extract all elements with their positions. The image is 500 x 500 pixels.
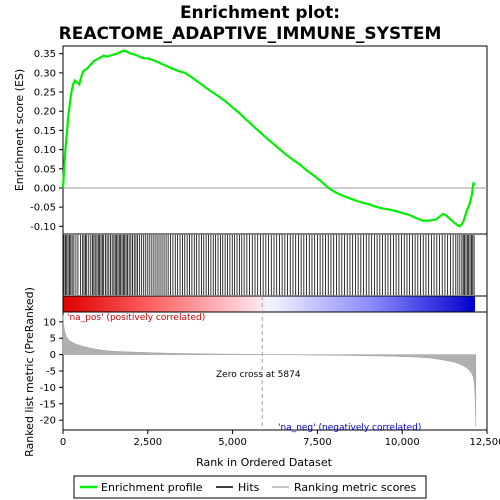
metric-panel: 10 5 0 -5 -10 -15 -20 'na_pos' (positively cor… xyxy=(40,296,488,433)
x-tick-label: 7,500 xyxy=(303,437,332,448)
metric-area xyxy=(62,315,477,427)
es-y-tick-label: 0.35 xyxy=(34,49,56,60)
metric-y-tick-label: -15 xyxy=(40,399,56,410)
chart-title-line1: Enrichment plot: xyxy=(180,3,340,23)
x-axis-label: Rank in Ordered Dataset xyxy=(196,456,333,469)
rank-color-bar xyxy=(63,296,475,312)
legend-label-hits: Hits xyxy=(238,481,260,494)
metric-y-tick-label: 10 xyxy=(43,317,56,328)
x-axis: 0 2,500 5,000 7,500 10,000 12,500 xyxy=(60,430,500,448)
zero-cross-label: Zero cross at 5874 xyxy=(216,370,301,380)
es-y-axis-label: Enrichment score (ES) xyxy=(13,69,26,191)
x-tick-label: 12,500 xyxy=(470,437,500,448)
es-y-tick-label: 0.10 xyxy=(34,145,56,156)
es-y-tick-label: 0.15 xyxy=(34,126,56,137)
es-y-tick-label: 0.00 xyxy=(34,183,56,194)
chart-title-line2: REACTOME_ADAPTIVE_IMMUNE_SYSTEM xyxy=(59,24,442,44)
metric-y-axis-label: Ranked list metric (PreRanked) xyxy=(23,287,36,457)
es-y-tick-label: -0.10 xyxy=(30,222,56,233)
hits-panel xyxy=(62,233,488,297)
x-tick-label: 5,000 xyxy=(218,437,247,448)
legend-label-enrichment: Enrichment profile xyxy=(101,481,203,494)
metric-y-tick-label: 5 xyxy=(50,334,56,345)
es-y-tick-label: 0.25 xyxy=(34,88,56,99)
legend: Enrichment profile Hits Ranking metric s… xyxy=(73,475,427,499)
legend-label-metric: Ranking metric scores xyxy=(294,481,416,494)
es-y-tick-label: -0.05 xyxy=(30,203,56,214)
es-y-tick-label: 0.05 xyxy=(34,164,56,175)
metric-y-tick-label: -5 xyxy=(46,367,56,378)
pos-label: 'na_pos' (positively correlated) xyxy=(67,313,205,323)
es-panel: -0.10 -0.05 0.00 0.05 0.10 0.15 0.20 0.25 0.30 0.… xyxy=(30,45,488,235)
x-tick-label: 10,000 xyxy=(385,437,420,448)
metric-y-tick-label: 0 xyxy=(50,350,56,361)
x-tick-label: 0 xyxy=(60,437,66,448)
metric-y-tick-label: -10 xyxy=(40,383,56,394)
rank-bar-panel xyxy=(62,295,488,313)
es-curve xyxy=(61,49,476,228)
x-tick-label: 2,500 xyxy=(133,437,162,448)
neg-label: 'na_neg' (negatively correlated) xyxy=(278,423,421,433)
es-y-tick-label: 0.30 xyxy=(34,68,56,79)
metric-y-tick-label: -20 xyxy=(40,416,56,427)
es-y-tick-label: 0.20 xyxy=(34,107,56,118)
